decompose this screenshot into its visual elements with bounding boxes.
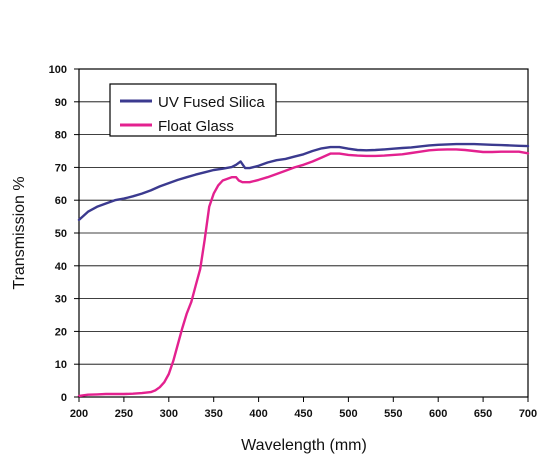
y-tick-label-40: 40 [55,261,67,273]
x-tick-label-250: 250 [115,408,133,420]
legend-label-float-glass: Float Glass [158,118,234,135]
x-axis-label: Wavelength (mm) [241,437,367,454]
legend: UV Fused Silica Float Glass [109,83,277,137]
x-tick-label-200: 200 [70,408,88,420]
y-tick-label-10: 10 [55,359,67,371]
x-tick-label-650: 650 [474,408,492,420]
series-line-uv-fused-silica [77,142,530,222]
y-tick-label-80: 80 [55,130,67,142]
x-axis-ticks: 200 250 300 350 400 450 500 550 600 650 700 [70,397,537,420]
x-tick-label-700: 700 [519,408,537,420]
y-tick-label-30: 30 [55,294,67,306]
y-tick-label-0: 0 [61,392,67,404]
y-tick-label-60: 60 [55,195,67,207]
y-axis-ticks: 0 10 20 30 40 50 60 70 80 90 100 [49,64,79,404]
x-tick-label-550: 550 [384,408,402,420]
y-axis-label: Transmission % [11,176,28,289]
x-tick-label-500: 500 [339,408,357,420]
x-tick-label-600: 600 [429,408,447,420]
x-tick-label-450: 450 [294,408,312,420]
y-tick-label-100: 100 [49,64,67,76]
legend-box [109,83,277,137]
x-tick-label-350: 350 [205,408,223,420]
y-tick-label-20: 20 [55,326,67,338]
x-tick-label-400: 400 [249,408,267,420]
y-tick-label-50: 50 [55,228,67,240]
y-tick-label-70: 70 [55,162,67,174]
series-line-float-glass [77,148,530,398]
series-layer [77,142,530,398]
y-tick-label-90: 90 [55,97,67,109]
x-tick-label-300: 300 [160,408,178,420]
legend-label-uv-fused-silica: UV Fused Silica [158,94,265,111]
